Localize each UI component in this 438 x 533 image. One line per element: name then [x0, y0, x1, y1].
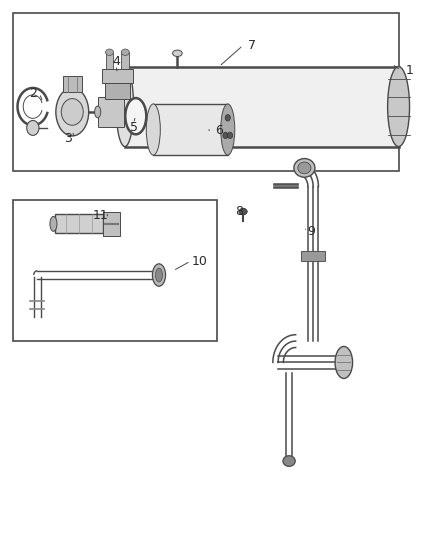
Bar [106, 52, 113, 69]
Text: 11: 11 [93, 209, 109, 222]
Ellipse shape [294, 159, 315, 177]
Text: 3: 3 [64, 132, 72, 145]
Bar [63, 76, 82, 92]
Ellipse shape [116, 67, 134, 147]
Ellipse shape [173, 50, 182, 56]
Ellipse shape [146, 104, 160, 155]
Bar [121, 52, 129, 69]
Text: 1: 1 [406, 64, 413, 77]
Text: 9: 9 [307, 225, 315, 238]
Ellipse shape [298, 162, 311, 174]
Ellipse shape [56, 88, 88, 136]
Bar [105, 83, 130, 99]
Ellipse shape [155, 268, 162, 282]
Circle shape [223, 132, 228, 139]
Bar [55, 214, 103, 233]
Bar [301, 251, 325, 261]
Text: 7: 7 [248, 39, 256, 52]
Circle shape [227, 132, 233, 139]
Circle shape [27, 120, 39, 135]
Bar [103, 212, 120, 236]
Ellipse shape [239, 208, 247, 215]
Text: 6: 6 [215, 124, 223, 137]
Bar [98, 97, 124, 127]
Ellipse shape [221, 104, 235, 155]
Ellipse shape [283, 456, 295, 466]
Text: 8: 8 [235, 205, 243, 218]
Circle shape [61, 99, 83, 125]
Ellipse shape [95, 106, 101, 118]
Ellipse shape [106, 49, 113, 55]
Ellipse shape [388, 67, 410, 147]
Ellipse shape [125, 98, 146, 134]
Bar [13, 200, 217, 341]
Ellipse shape [121, 49, 129, 55]
Ellipse shape [152, 264, 166, 286]
Text: 4: 4 [112, 55, 120, 68]
Text: 2: 2 [29, 87, 37, 100]
Text: 5: 5 [130, 122, 138, 134]
Bar [13, 13, 399, 171]
Ellipse shape [50, 216, 57, 231]
Bar [102, 69, 133, 83]
Bar [125, 67, 399, 147]
Text: 10: 10 [191, 255, 207, 268]
Bar [153, 104, 228, 155]
Circle shape [225, 115, 230, 121]
Ellipse shape [335, 346, 353, 378]
